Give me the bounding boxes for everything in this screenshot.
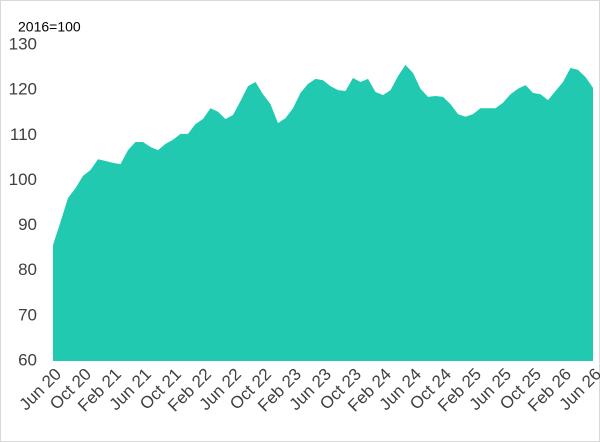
- y-tick-label: 70: [18, 305, 37, 324]
- y-tick-label: 120: [9, 80, 37, 99]
- y-tick-label: 110: [10, 125, 37, 144]
- y-tick-label: 90: [18, 215, 37, 234]
- area: [53, 64, 593, 361]
- y-tick-label: 80: [18, 260, 37, 279]
- y-tick-label: 60: [18, 350, 37, 369]
- y-tick-label: 100: [9, 170, 37, 189]
- y-tick-label: 130: [9, 34, 37, 53]
- annotation: 2016=100: [18, 19, 81, 35]
